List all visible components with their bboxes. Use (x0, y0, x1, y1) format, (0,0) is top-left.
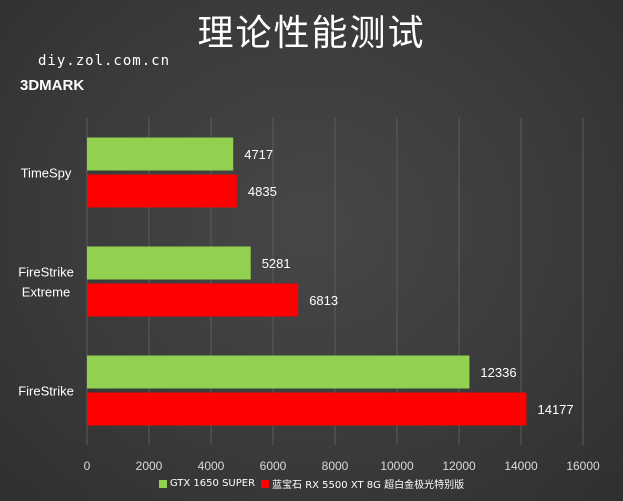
category-label: TimeSpy (21, 166, 72, 181)
legend-swatch-gtx (158, 479, 167, 488)
chart-subtitle: 3DMARK (20, 77, 85, 94)
data-label: 6813 (309, 293, 338, 308)
x-tick-label: 4000 (198, 459, 225, 473)
x-tick-label: 8000 (322, 459, 349, 473)
bar-gtx (87, 246, 251, 280)
data-label: 12336 (480, 365, 516, 380)
x-tick-label: 6000 (260, 459, 287, 473)
x-tick-label: 14000 (504, 459, 538, 473)
x-tick-label: 10000 (380, 459, 414, 473)
x-tick-label: 0 (84, 459, 91, 473)
legend-label-gtx: GTX 1650 SUPER (169, 478, 256, 489)
bar-rx (87, 283, 299, 317)
legend-swatch-rx (261, 479, 270, 488)
data-label: 5281 (262, 256, 291, 271)
bar-gtx (87, 137, 234, 171)
category-label: FireStrike (18, 265, 74, 280)
watermark-text: diy.zol.com.cn (38, 53, 171, 69)
data-label: 14177 (537, 402, 573, 417)
data-label: 4835 (248, 184, 277, 199)
bar-gtx (87, 355, 470, 389)
legend-label-rx: 蓝宝石 RX 5500 XT 8G 超白金极光特别版 (272, 480, 465, 491)
legend-item-gtx: GTX 1650 SUPER (158, 478, 256, 489)
bar-rx (87, 174, 237, 208)
x-tick-label: 16000 (566, 459, 600, 473)
x-tick-label: 2000 (136, 459, 163, 473)
category-label: Extreme (22, 285, 70, 300)
legend: GTX 1650 SUPER 蓝宝石 RX 5500 XT 8G 超白金极光特别… (0, 476, 623, 491)
data-label: 4717 (244, 147, 273, 162)
chart-title: 理论性能测试 (197, 13, 426, 54)
category-label: FireStrike (18, 384, 74, 399)
legend-item-rx: 蓝宝石 RX 5500 XT 8G 超白金极光特别版 (261, 476, 464, 491)
x-tick-label: 12000 (442, 459, 476, 473)
bar-rx (87, 392, 527, 426)
